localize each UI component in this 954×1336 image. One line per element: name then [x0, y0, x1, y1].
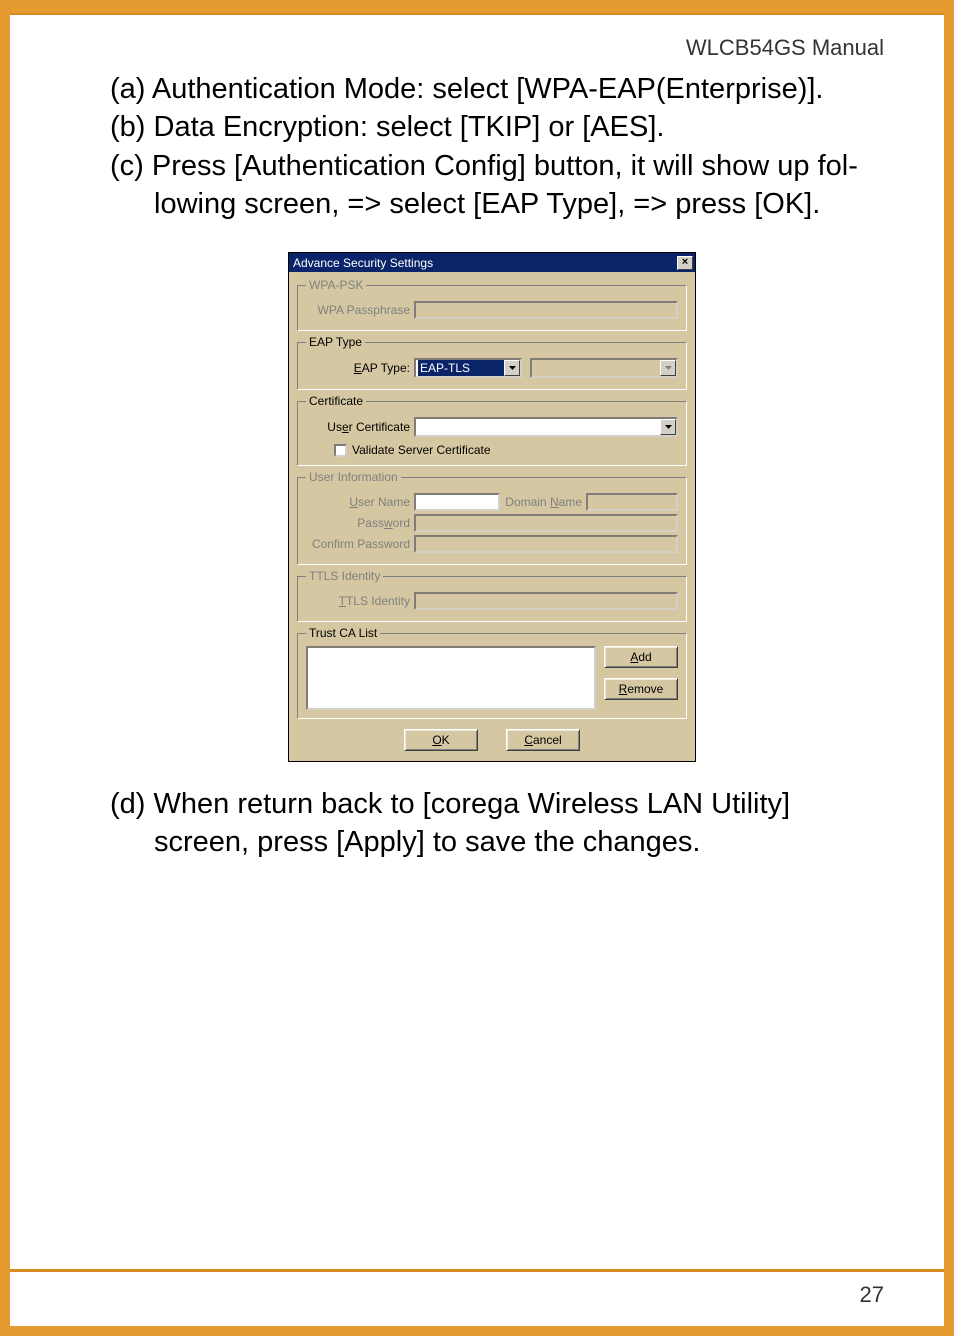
content-area: (a) Authentication Mode: select [WPA-EAP… [10, 71, 944, 861]
validate-server-label: Validate Server Certificate [352, 443, 491, 457]
eap-type-select[interactable]: EAP-TLS [414, 358, 522, 378]
domain-label: Domain Name [500, 495, 586, 509]
instruction-d-line1: (d) When return back to [corega Wireless… [110, 786, 874, 822]
confirm-password-input [414, 535, 678, 553]
instruction-c-line1: (c) Press [Authentication Config] button… [110, 148, 874, 184]
instruction-c-line2: lowing screen, => select [EAP Type], => … [110, 186, 874, 222]
dialog-body: WPA-PSK WPA Passphrase EAP Type EAP Type… [289, 272, 695, 761]
confirm-password-label: Confirm Password [306, 537, 414, 551]
eap-type-secondary-select [530, 358, 678, 378]
wpa-psk-legend: WPA-PSK [306, 278, 366, 292]
ttls-identity-input [414, 592, 678, 610]
validate-server-row[interactable]: Validate Server Certificate [334, 443, 678, 457]
ttls-identity-legend: TTLS Identity [306, 569, 383, 583]
trust-ca-legend: Trust CA List [306, 626, 380, 640]
dialog-screenshot: Advance Security Settings × WPA-PSK WPA … [110, 252, 874, 762]
bottom-rule [10, 1269, 944, 1272]
add-button[interactable]: Add [604, 646, 678, 668]
cancel-button[interactable]: Cancel [506, 729, 580, 751]
eap-type-label: EAP Type: [306, 361, 414, 375]
dialog-footer: OK Cancel [297, 723, 687, 753]
validate-server-checkbox[interactable] [334, 444, 347, 457]
close-icon[interactable]: × [677, 256, 693, 270]
remove-button[interactable]: Remove [604, 678, 678, 700]
username-input[interactable] [414, 493, 500, 511]
user-information-group: User Information User Name Domain Name P… [297, 470, 687, 565]
wpa-psk-group: WPA-PSK WPA Passphrase [297, 278, 687, 331]
wpa-passphrase-input [414, 301, 678, 319]
username-label: User Name [306, 495, 414, 509]
wpa-passphrase-label: WPA Passphrase [306, 303, 414, 317]
eap-type-value: EAP-TLS [418, 360, 504, 376]
advance-security-dialog: Advance Security Settings × WPA-PSK WPA … [288, 252, 696, 762]
ttls-identity-label: TTLS Identity [306, 594, 414, 608]
certificate-legend: Certificate [306, 394, 366, 408]
manual-header: WLCB54GS Manual [10, 35, 884, 61]
instruction-d-line2: screen, press [Apply] to save the change… [110, 824, 874, 860]
page-number: 27 [860, 1282, 884, 1308]
user-information-legend: User Information [306, 470, 401, 484]
user-certificate-label: User Certificate [306, 420, 414, 434]
certificate-group: Certificate User Certificate Validate Se… [297, 394, 687, 466]
manual-page: WLCB54GS Manual (a) Authentication Mode:… [10, 10, 944, 1326]
instruction-b: (b) Data Encryption: select [TKIP] or [A… [110, 109, 874, 145]
eap-type-group: EAP Type EAP Type: EAP-TLS [297, 335, 687, 390]
password-input [414, 514, 678, 532]
chevron-down-icon [660, 360, 676, 376]
trust-ca-group: Trust CA List Add Remove [297, 626, 687, 719]
instruction-a: (a) Authentication Mode: select [WPA-EAP… [110, 71, 874, 107]
dialog-titlebar: Advance Security Settings × [289, 253, 695, 272]
top-rule [10, 13, 944, 15]
eap-type-legend: EAP Type [306, 335, 365, 349]
password-label: Password [306, 516, 414, 530]
domain-input [586, 493, 678, 511]
chevron-down-icon[interactable] [660, 419, 676, 435]
ok-button[interactable]: OK [404, 729, 478, 751]
user-certificate-select[interactable] [414, 417, 678, 437]
ttls-identity-group: TTLS Identity TTLS Identity [297, 569, 687, 622]
trust-ca-listbox[interactable] [306, 646, 596, 710]
dialog-title: Advance Security Settings [293, 256, 433, 270]
chevron-down-icon[interactable] [504, 360, 520, 376]
